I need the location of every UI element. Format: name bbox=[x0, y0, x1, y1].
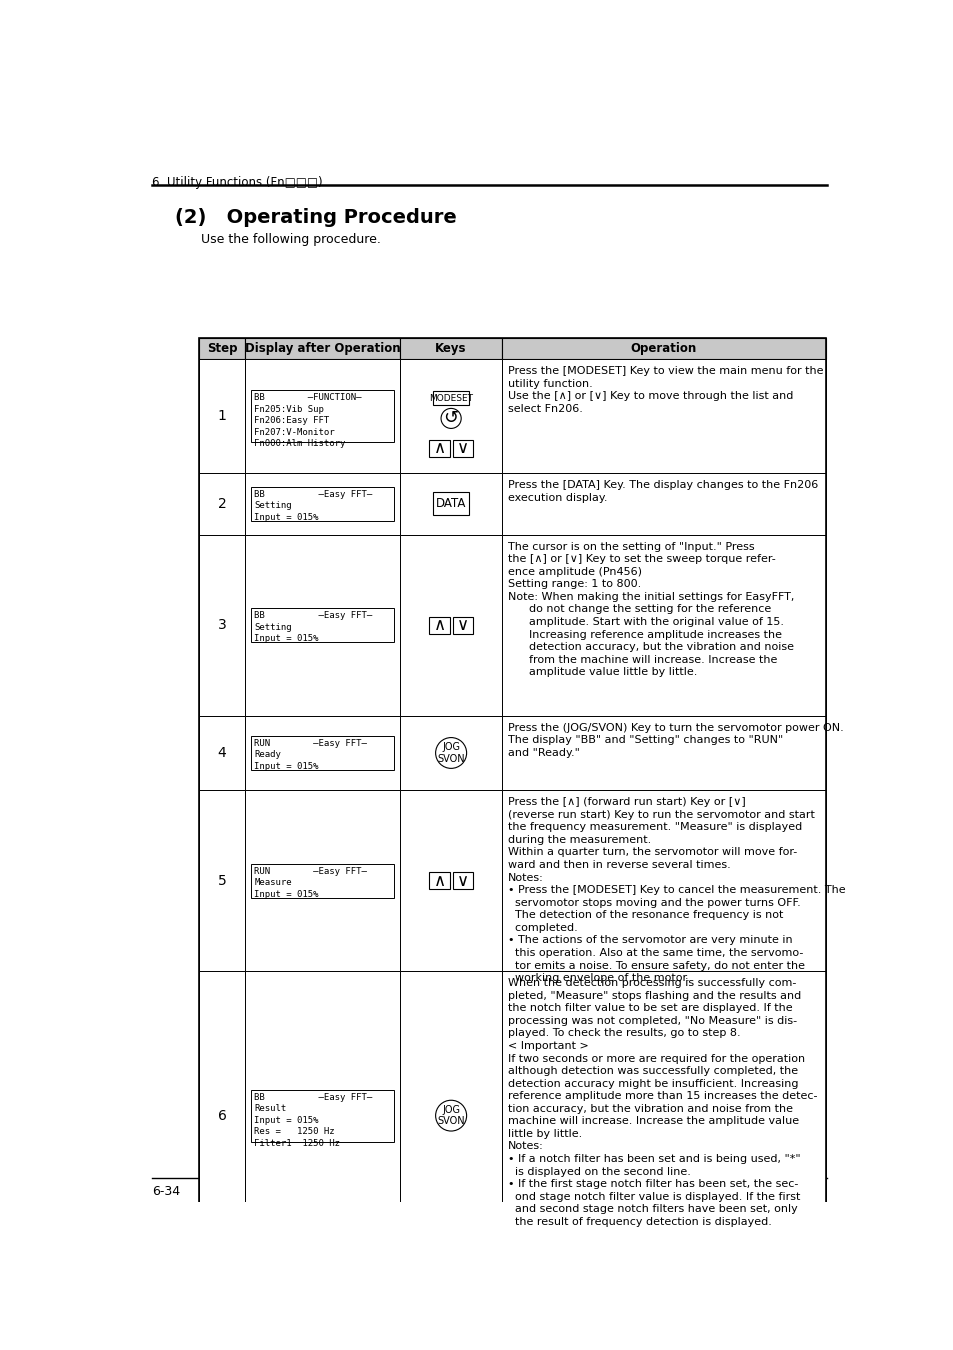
Text: JOG
SVON: JOG SVON bbox=[436, 1104, 464, 1126]
Text: DATA: DATA bbox=[436, 497, 466, 510]
Text: BB          –Easy FFT–
Result
Input = 015%
Res =   1250 Hz
Filter1  1250 Hz: BB –Easy FFT– Result Input = 015% Res = … bbox=[253, 1092, 372, 1148]
Bar bbox=[400, 971, 501, 1260]
Bar bbox=[199, 359, 245, 472]
Text: BB          –Easy FFT–
Setting
Input = 015%: BB –Easy FFT– Setting Input = 015% bbox=[253, 612, 372, 643]
Bar bbox=[429, 617, 449, 633]
Bar bbox=[501, 971, 825, 1260]
Bar bbox=[245, 359, 400, 472]
Bar bbox=[501, 472, 825, 535]
Bar bbox=[501, 790, 825, 971]
Text: 4: 4 bbox=[217, 747, 226, 760]
Text: BB        –FUNCTION–
Fn205:Vib Sup
Fn206:Easy FFT
Fn207:V-Monitor
Fn000:Alm Hist: BB –FUNCTION– Fn205:Vib Sup Fn206:Easy F… bbox=[253, 393, 361, 448]
Bar bbox=[199, 716, 245, 790]
Text: 6-34: 6-34 bbox=[152, 1184, 180, 1197]
Text: Step: Step bbox=[207, 342, 237, 355]
Text: ∧: ∧ bbox=[433, 616, 445, 634]
Bar bbox=[400, 790, 501, 971]
Text: MODESET: MODESET bbox=[429, 394, 473, 402]
Text: (2)   Operating Procedure: (2) Operating Procedure bbox=[174, 208, 456, 227]
Text: Press the [DATA] Key. The display changes to the Fn206
execution display.: Press the [DATA] Key. The display change… bbox=[508, 481, 818, 502]
Circle shape bbox=[440, 409, 460, 428]
Bar bbox=[199, 338, 825, 1260]
Bar bbox=[251, 736, 394, 769]
Text: ∨: ∨ bbox=[456, 440, 468, 458]
Text: Press the [∧] (forward run start) Key or [∨]
(reverse run start) Key to run the : Press the [∧] (forward run start) Key or… bbox=[508, 798, 845, 983]
Text: ↺: ↺ bbox=[443, 409, 458, 428]
Bar bbox=[199, 790, 245, 971]
Bar bbox=[501, 535, 825, 716]
Bar bbox=[501, 338, 825, 359]
Text: 2: 2 bbox=[217, 497, 226, 510]
Bar bbox=[400, 338, 501, 359]
Bar bbox=[245, 790, 400, 971]
Bar bbox=[245, 338, 400, 359]
Bar bbox=[400, 535, 501, 716]
Circle shape bbox=[436, 1100, 466, 1131]
Bar bbox=[251, 487, 394, 521]
Text: The cursor is on the setting of "Input." Press
the [∧] or [∨] Key to set the swe: The cursor is on the setting of "Input."… bbox=[508, 541, 794, 678]
Text: Operation: Operation bbox=[630, 342, 697, 355]
Text: JOG
SVON: JOG SVON bbox=[436, 743, 464, 764]
Bar bbox=[433, 392, 469, 405]
Text: 1: 1 bbox=[217, 409, 226, 423]
Bar bbox=[433, 493, 469, 516]
Text: ∨: ∨ bbox=[456, 872, 468, 890]
Text: RUN        –Easy FFT–
Measure
Input = 015%: RUN –Easy FFT– Measure Input = 015% bbox=[253, 867, 367, 899]
Text: 5: 5 bbox=[217, 873, 226, 888]
Text: Keys: Keys bbox=[435, 342, 466, 355]
Bar bbox=[199, 338, 245, 359]
Text: Display after Operation: Display after Operation bbox=[245, 342, 400, 355]
Text: ∧: ∧ bbox=[433, 872, 445, 890]
Bar bbox=[199, 535, 245, 716]
Text: 6  Utility Functions (Fn□□□): 6 Utility Functions (Fn□□□) bbox=[152, 176, 322, 189]
Bar bbox=[452, 617, 473, 633]
Bar bbox=[251, 864, 394, 898]
Bar bbox=[245, 971, 400, 1260]
Bar bbox=[245, 716, 400, 790]
Text: ∨: ∨ bbox=[456, 616, 468, 634]
Text: ∧: ∧ bbox=[433, 440, 445, 458]
Text: Press the (JOG/SVON) Key to turn the servomotor power ON.
The display "BB" and ": Press the (JOG/SVON) Key to turn the ser… bbox=[508, 722, 843, 757]
Bar bbox=[400, 716, 501, 790]
Bar bbox=[400, 472, 501, 535]
Bar bbox=[452, 440, 473, 456]
Bar bbox=[501, 716, 825, 790]
Bar bbox=[452, 872, 473, 890]
Circle shape bbox=[436, 737, 466, 768]
Bar bbox=[245, 472, 400, 535]
Text: 6: 6 bbox=[217, 1108, 226, 1123]
Bar bbox=[199, 472, 245, 535]
Bar bbox=[251, 1089, 394, 1142]
Text: Press the [MODESET] Key to view the main menu for the
utility function.
Use the : Press the [MODESET] Key to view the main… bbox=[508, 366, 822, 413]
Text: 3: 3 bbox=[217, 618, 226, 632]
Text: Use the following procedure.: Use the following procedure. bbox=[200, 232, 380, 246]
Bar bbox=[251, 608, 394, 643]
Bar bbox=[245, 535, 400, 716]
Text: RUN        –Easy FFT–
Ready
Input = 015%: RUN –Easy FFT– Ready Input = 015% bbox=[253, 738, 367, 771]
Bar bbox=[199, 971, 245, 1260]
Bar bbox=[501, 359, 825, 472]
Text: BB          –Easy FFT–
Setting
Input = 015%: BB –Easy FFT– Setting Input = 015% bbox=[253, 490, 372, 521]
Bar bbox=[400, 359, 501, 472]
Bar bbox=[251, 390, 394, 441]
Text: When the detection processing is successfully com-
pleted, "Measure" stops flash: When the detection processing is success… bbox=[508, 979, 817, 1227]
Bar bbox=[429, 872, 449, 890]
Bar bbox=[429, 440, 449, 456]
